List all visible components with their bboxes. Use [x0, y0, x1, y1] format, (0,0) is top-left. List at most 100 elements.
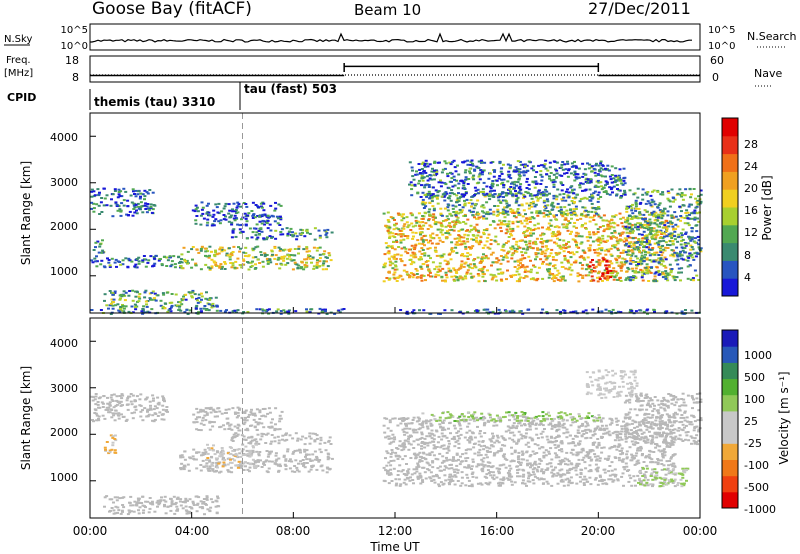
nsky-tick-top: 10^5: [61, 25, 88, 36]
velocity-scatter-region-2: [230, 432, 333, 446]
velocity-scatter-region-0: [90, 393, 169, 423]
power-cbar-tick-20: 20: [744, 182, 758, 195]
velocity-scatter-region-9: [103, 434, 118, 455]
nave-label: Nave: [754, 67, 782, 80]
velocity-colorbar-band-3: [722, 443, 738, 460]
velocity-colorbar: [722, 330, 738, 509]
nsearch-tick-bottom: 10^0: [708, 41, 735, 52]
velocity-colorbar-band-10: [722, 330, 738, 347]
power-ytick-4000: 4000: [50, 131, 78, 144]
nsky-tick-bottom: 10^0: [61, 41, 88, 52]
power-scatter-region-0: [92, 239, 106, 254]
power-scatter-region-5: [179, 245, 333, 271]
velocity-colorbar-band-4: [722, 427, 738, 444]
xaxis-label: Time UT: [369, 540, 420, 554]
power-cbar-tick-8: 8: [744, 249, 751, 262]
velocity-scatter-region-11: [585, 369, 639, 399]
power-scatter-region-8: [382, 210, 676, 283]
vel-cbar-tick-1000: 1000: [744, 349, 772, 362]
power-cbar-tick-24: 24: [744, 160, 758, 173]
power-scatter-region-13: [399, 308, 701, 315]
velocity-colorbar-band-5: [722, 410, 738, 428]
xtick-2400: 00:00: [683, 524, 718, 538]
nsky-panel-frame: [89, 23, 701, 51]
power-colorbar-band-1: [722, 260, 738, 279]
power-scatter-region-4: [90, 307, 346, 315]
power-colorbar-band-7: [722, 153, 738, 172]
nave-tick-bottom: 0: [712, 71, 719, 84]
vel-cbar-tick-neg25: -25: [744, 437, 762, 450]
xtick-0400: 04:00: [175, 524, 210, 538]
velocity-scatter-region-3: [192, 406, 284, 432]
power-scatter-region-11: [587, 257, 613, 283]
date-title: 27/Dec/2011: [588, 0, 691, 18]
velocity-scatter-region-4: [103, 495, 221, 516]
velocity-scatter-region-7: [421, 411, 601, 423]
nave-tick-top: 60: [710, 54, 724, 67]
power-colorbar-band-2: [722, 242, 738, 261]
velocity-colorbar-label: Velocity [m s⁻¹]: [777, 371, 791, 464]
velocity-heatmap: [90, 318, 703, 518]
power-panel-frame: [89, 112, 701, 314]
freq-unit-label: [MHz]: [4, 68, 33, 79]
power-colorbar-band-0: [722, 278, 738, 297]
axis-ticks: [89, 135, 701, 518]
velocity-scatter-region-5: [382, 415, 678, 488]
xtick-0000: 00:00: [73, 524, 108, 538]
nsky-label: N.Sky: [4, 34, 32, 45]
velocity-ytick-1000: 1000: [50, 471, 78, 484]
power-colorbar-band-4: [722, 207, 738, 226]
power-colorbar-band-5: [722, 189, 738, 208]
nsky-trace: [90, 32, 692, 43]
xtick-2000: 20:00: [581, 524, 616, 538]
velocity-scatter-region-1: [179, 448, 334, 474]
cpid-segment-1: themis (tau) 3310: [94, 95, 215, 109]
velocity-colorbar-band-6: [722, 394, 738, 412]
power-colorbar-frame: [721, 117, 739, 297]
vel-cbar-tick-500: 500: [744, 371, 765, 384]
power-colorbar-label: Power [dB]: [760, 175, 774, 240]
freq-panel-frame: [89, 55, 701, 83]
velocity-colorbar-band-9: [722, 346, 738, 363]
freq-tick-bottom: 8: [72, 71, 79, 84]
power-scatter-region-7: [191, 201, 283, 227]
power-ytick-2000: 2000: [50, 220, 78, 233]
velocity-scatter-region-8: [204, 443, 259, 469]
nsearch-tick-top: 10^5: [708, 25, 735, 36]
summary-traces: [90, 32, 700, 77]
power-colorbar-band-6: [722, 171, 738, 190]
power-scatter-region-12: [623, 187, 703, 283]
power-scatter-region-2: [90, 254, 182, 269]
power-ytick-3000: 3000: [50, 176, 78, 189]
xtick-0800: 08:00: [276, 524, 311, 538]
power-cbar-tick-28: 28: [744, 138, 758, 151]
power-heatmap: [90, 113, 703, 315]
power-colorbar-band-9: [722, 118, 738, 137]
beam-title: Beam 10: [354, 1, 421, 19]
velocity-colorbar-band-0: [722, 491, 738, 509]
power-ylabel: Slant Range [km]: [19, 161, 33, 265]
freq-label: Freq.: [6, 55, 31, 66]
velocity-ytick-3000: 3000: [50, 382, 78, 395]
nsearch-label: N.Search: [747, 30, 797, 43]
velocity-colorbar-band-2: [722, 459, 738, 477]
power-colorbar-band-8: [722, 135, 738, 155]
velocity-colorbar-band-1: [722, 475, 738, 493]
cpid-label: CPID: [7, 91, 36, 104]
velocity-colorbar-frame: [721, 329, 739, 509]
velocity-ytick-4000: 4000: [50, 337, 78, 350]
vel-cbar-tick-neg500: -500: [744, 481, 769, 494]
velocity-ylabel: Slant Range [km]: [19, 366, 33, 470]
velocity-ytick-2000: 2000: [50, 426, 78, 439]
power-scatter-region-6: [230, 227, 334, 241]
xtick-1600: 16:00: [480, 524, 515, 538]
power-scatter-region-10: [408, 159, 627, 199]
xtick-1200: 12:00: [378, 524, 413, 538]
freq-tick-top: 18: [65, 54, 79, 67]
power-scatter-region-3: [103, 289, 219, 310]
vel-cbar-tick-neg1000: -1000: [744, 503, 776, 516]
power-ytick-1000: 1000: [50, 265, 78, 278]
velocity-colorbar-band-8: [722, 362, 738, 380]
power-colorbar: [722, 118, 738, 297]
